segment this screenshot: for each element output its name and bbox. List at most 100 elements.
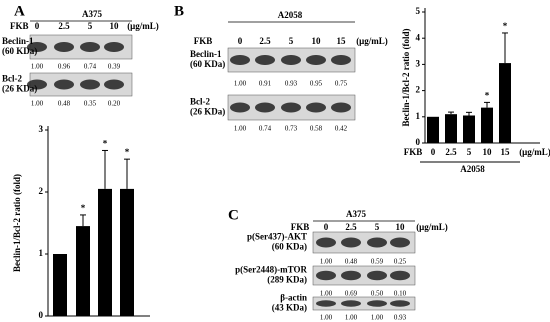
protein-size: (26 KDa) [2,84,37,94]
y-tick-label: 5 [416,6,421,16]
y-tick-label: 2 [416,85,421,95]
bar [427,116,439,143]
cell-line: A375 [346,209,366,219]
y-tick-label: 0 [39,310,44,320]
x-tick-label: 15 [501,147,511,157]
band-value: 0.74 [259,125,272,133]
blot-band [54,79,74,90]
cell-line: A2058 [278,10,303,20]
y-tick-label: 1 [39,248,44,258]
blot-band [27,79,47,90]
bar [499,63,511,144]
blot-band [331,55,351,65]
band-value: 0.50 [371,290,384,298]
dose-unit: (μg/mL) [416,222,448,232]
significance: * [503,21,508,31]
x-tick-label: 10 [483,147,493,157]
dose-label: 10 [312,36,322,46]
blot-image [312,231,416,254]
band-value: 0.48 [58,100,71,108]
y-tick-label: 0 [416,137,421,147]
blot-band [27,42,47,52]
blot-band [390,237,410,248]
blot-band [104,42,124,52]
y-axis-label: Beclin-1/Bcl-2 ratio (fold) [401,29,411,127]
blot-band [80,79,100,90]
band-value: 0.96 [58,63,71,71]
band-value: 0.93 [285,80,298,88]
band-value: 1.00 [234,80,247,88]
x-tick-label: 5 [467,147,472,157]
dose-label: 5 [375,222,380,232]
blot-band [390,270,410,281]
protein-size: (60 KDa) [2,46,37,56]
protein-name: p(Ser437)-AKT [247,232,307,242]
bar [481,107,493,143]
blot-band [367,300,387,307]
band-value: 0.58 [310,125,323,133]
significance: * [103,139,108,149]
protein-name: Beclin-1 [190,49,222,59]
protein-size: (26 KDa) [190,107,225,117]
band-value: 0.91 [259,80,272,88]
blot-band [316,300,336,307]
dose-label: 2.5 [259,36,271,46]
band-value: 0.69 [345,290,358,298]
band-value: 0.48 [345,258,358,266]
dose-label: 10 [110,21,120,31]
blot-band [341,270,361,281]
bar [120,188,134,316]
y-tick-label: 1 [416,111,421,121]
blot-band [316,270,336,281]
significance: * [485,90,490,100]
dose-label: 10 [396,222,406,232]
panel-label: B [174,3,184,19]
bar [98,188,112,316]
blot-band [390,300,410,307]
band-value: 1.00 [320,258,333,266]
band-value: 0.39 [108,63,121,71]
y-tick-label: 3 [416,58,421,68]
protein-name: p(Ser2448)-mTOR [235,265,307,275]
band-value: 0.20 [108,100,121,108]
blot-band [54,42,74,52]
dose-label: 2.5 [345,222,357,232]
y-tick-label: 3 [39,124,44,134]
band-value: 1.00 [234,125,247,133]
dose-label: 0 [35,21,40,31]
panel-label: A [14,3,25,19]
y-tick-label: 2 [39,186,44,196]
dose-label: 0 [238,36,243,46]
band-value: 1.00 [31,63,44,71]
dose-label: 15 [337,36,347,46]
protein-name: Beclin-1 [2,36,34,46]
bar [53,254,67,316]
band-value: 0.25 [394,258,407,266]
x-unit: (μg/mL) [519,147,550,157]
protein-size: (43 KDa) [272,303,307,313]
y-tick-label: 4 [416,32,421,42]
band-value: 1.00 [371,314,384,322]
significance: * [81,203,86,213]
x-tick-label: 2.5 [445,147,457,157]
band-value: 0.10 [394,290,407,298]
blot-image [312,265,416,286]
blot-band [104,79,124,90]
blot-band [341,300,361,307]
band-value: 1.00 [320,314,333,322]
blot-band [341,237,361,248]
dose-label: 2.5 [58,21,70,31]
blot-band [331,102,351,113]
dose-unit: (μg/mL) [356,36,388,46]
blot-band [316,237,336,248]
band-value: 0.74 [84,63,97,71]
blot-band [230,102,250,113]
blot-band [281,55,301,65]
band-value: 1.00 [320,290,333,298]
blot-band [80,42,100,52]
bar [463,115,475,143]
blot-band [367,270,387,281]
blot-band [306,55,326,65]
dose-title: FKB [10,21,29,31]
